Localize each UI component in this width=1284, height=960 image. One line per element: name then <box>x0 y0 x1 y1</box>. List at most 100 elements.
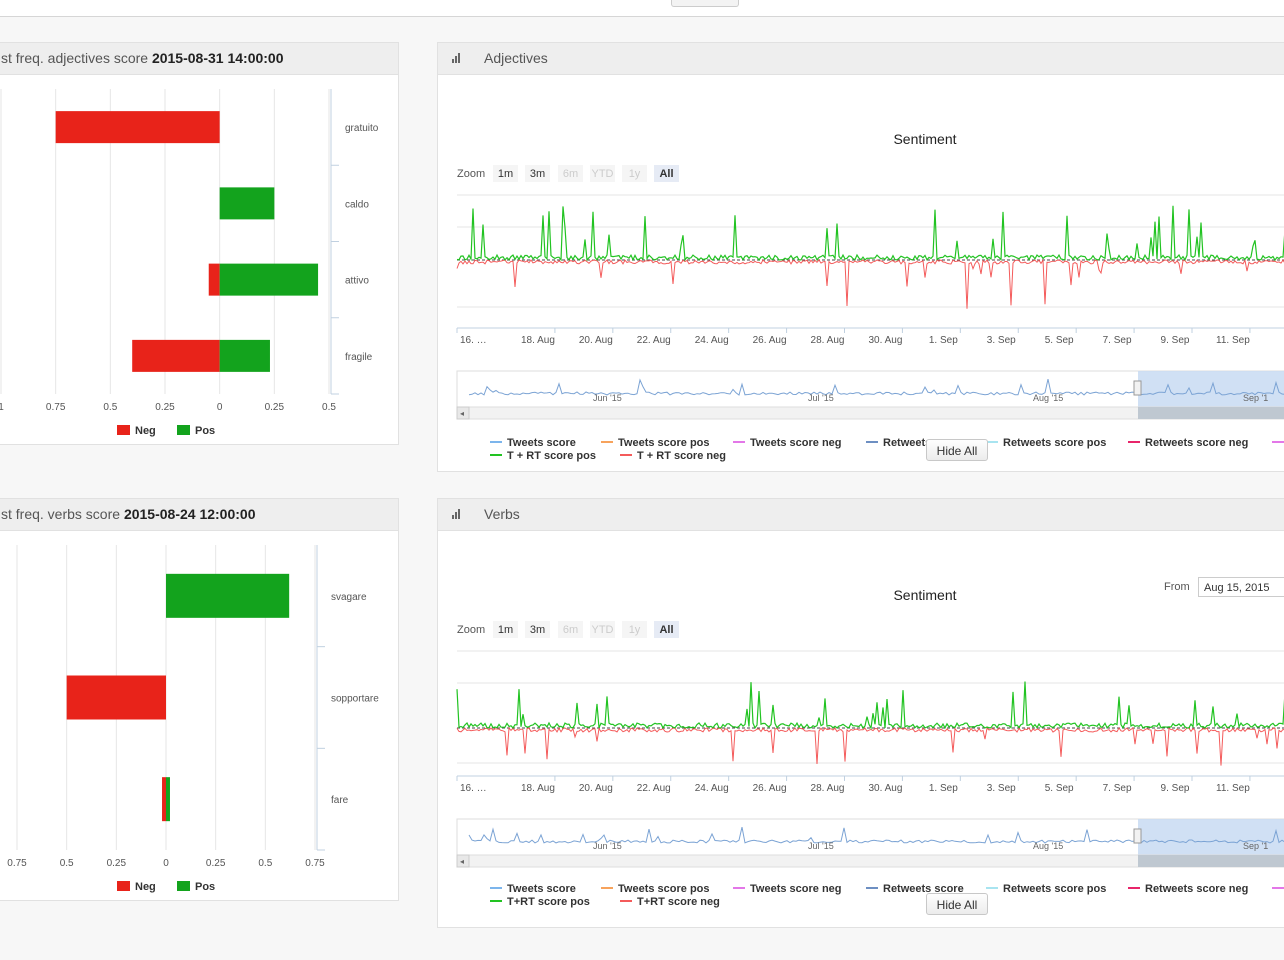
navigator-series <box>468 378 1284 396</box>
legend-label: Neg <box>135 881 156 893</box>
x-tick-label: 3. Sep <box>987 783 1016 794</box>
x-tick-label: 0.25 <box>265 402 285 413</box>
x-tick-label: 9. Sep <box>1161 783 1190 794</box>
category-label: gratuito <box>345 123 379 134</box>
bar-chart-icon <box>452 509 460 519</box>
legend-item: T+RT score pos <box>507 896 590 908</box>
hide-all-button[interactable]: Hide All <box>926 893 988 915</box>
x-tick-label: 30. Aug <box>868 783 902 794</box>
bar-pos-fare <box>166 777 170 822</box>
bar-neg-fare <box>162 777 166 822</box>
panel-title: Verbs <box>484 506 520 522</box>
category-label: attivo <box>345 276 369 287</box>
title-prefix: st freq. adjectives score <box>1 50 149 66</box>
category-label: fragile <box>345 352 373 363</box>
legend-swatch-neg <box>117 425 130 435</box>
top-tab[interactable] <box>671 0 739 7</box>
from-date-input[interactable]: Aug 15, 2015 <box>1198 577 1284 597</box>
legend-item: Retweets score neg <box>1145 437 1248 449</box>
category-label: sopportare <box>331 694 379 705</box>
zoom-button-6m <box>558 165 583 182</box>
zoom-button-6m <box>558 621 583 638</box>
x-tick-label: 7. Sep <box>1103 335 1132 346</box>
panel-title: st freq. adjectives score 2015-08-31 14:… <box>1 43 284 74</box>
x-tick-label: 1. Sep <box>929 335 958 346</box>
adjectives-bar-panel: st freq. adjectives score 2015-08-31 14:… <box>0 42 399 445</box>
verbs-bar-chart: 0.75 0.5 0.25 0 0.25 0.5 0.75 svagare sopportare… <box>7 545 379 893</box>
series-line-pos <box>456 681 1284 730</box>
navigator-handle <box>1133 380 1142 396</box>
panel-header: st freq. verbs score 2015-08-24 12:00:00 <box>0 499 398 531</box>
title-prefix: st freq. verbs score <box>1 506 121 522</box>
x-tick-label: 0.5 <box>103 402 117 413</box>
legend-label: Pos <box>195 425 215 437</box>
legend-swatch-pos <box>177 425 190 435</box>
x-tick-label: 22. Aug <box>637 783 671 794</box>
category-label: caldo <box>345 199 369 210</box>
navigator-label: Sep '1 <box>1243 393 1268 403</box>
x-tick-label: 28. Aug <box>811 783 845 794</box>
x-tick-label: 24. Aug <box>695 335 729 346</box>
chart-title: Sentiment <box>893 587 956 603</box>
x-tick-label: 18. Aug <box>521 783 555 794</box>
x-tick-label: 30. Aug <box>868 335 902 346</box>
x-tick-label: 0.5 <box>60 858 74 869</box>
legend-swatch-pos <box>177 881 190 891</box>
x-tick-label: 24. Aug <box>695 783 729 794</box>
zoom-button-1m <box>493 165 518 182</box>
chart-title: Sentiment <box>893 131 956 147</box>
zoom-button-1y <box>622 621 647 638</box>
zoom-button-1m <box>493 621 518 638</box>
x-tick-label: 7. Sep <box>1103 783 1132 794</box>
x-tick-label: 1. Sep <box>929 783 958 794</box>
navigator-label: Jun '15 <box>593 393 622 403</box>
legend-item: Retweets score neg <box>1145 883 1248 895</box>
zoom-button-All <box>654 165 679 182</box>
x-tick-label: 16. … <box>460 335 487 346</box>
x-tick-label: 3. Sep <box>987 335 1016 346</box>
zoom-label: Zoom <box>457 624 485 636</box>
navigator-series <box>468 826 1284 844</box>
panel-header: Adjectives <box>438 43 1284 75</box>
navigator-label: Aug '15 <box>1033 841 1063 851</box>
adjectives-bar-chart: 1 0.75 0.5 0.25 0 0.25 0.5 gratuito caldo attivo f… <box>0 89 379 437</box>
legend-item: Retweets score pos <box>1003 883 1106 895</box>
scrollbar-arrow-glyph: ◂ <box>460 409 464 418</box>
category-label: fare <box>331 795 349 806</box>
bar-neg-gratuito <box>55 111 220 144</box>
x-tick-label: 22. Aug <box>637 335 671 346</box>
legend-item: T + RT score pos <box>507 450 596 462</box>
x-tick-label: 5. Sep <box>1045 783 1074 794</box>
navigator-label: Jul '15 <box>808 841 834 851</box>
zoom-button-All <box>654 621 679 638</box>
x-tick-label: 28. Aug <box>811 335 845 346</box>
verbs-stock-panel: Verbs Sentiment Zoom 1m 3m 6m YTD 1y All 16. … 18… <box>437 498 1284 928</box>
top-bar <box>0 0 1284 17</box>
x-tick-label: 1 <box>0 402 4 413</box>
x-tick-label: 16. … <box>460 783 487 794</box>
panel-title: st freq. verbs score 2015-08-24 12:00:00 <box>1 499 255 530</box>
legend-item: T + RT score neg <box>637 450 726 462</box>
legend-swatch-neg <box>117 881 130 891</box>
x-tick-label: 20. Aug <box>579 335 613 346</box>
zoom-button-YTD <box>590 165 615 182</box>
bar-neg-sopportare <box>66 675 166 720</box>
zoom-button-label: 6m <box>563 624 578 636</box>
series-line-neg <box>456 726 1284 766</box>
category-label: svagare <box>331 592 367 603</box>
zoom-button-3m <box>525 621 550 638</box>
title-date: 2015-08-31 14:00:00 <box>151 50 284 66</box>
x-tick-label: 20. Aug <box>579 783 613 794</box>
series-line-neg <box>456 258 1284 309</box>
legend-item: Tweets score <box>507 437 576 449</box>
zoom-label: Zoom <box>457 168 485 180</box>
series-line-pos <box>456 205 1284 262</box>
zoom-button-label: YTD <box>592 168 614 180</box>
scrollbar-thumb <box>1138 855 1284 867</box>
bar-pos-fragile <box>219 339 270 372</box>
x-tick-label: 18. Aug <box>521 335 555 346</box>
panel-title: Adjectives <box>484 50 548 66</box>
hide-all-button[interactable]: Hide All <box>926 439 988 461</box>
title-date: 2015-08-24 12:00:00 <box>123 506 256 522</box>
navigator-handle <box>1133 828 1142 844</box>
